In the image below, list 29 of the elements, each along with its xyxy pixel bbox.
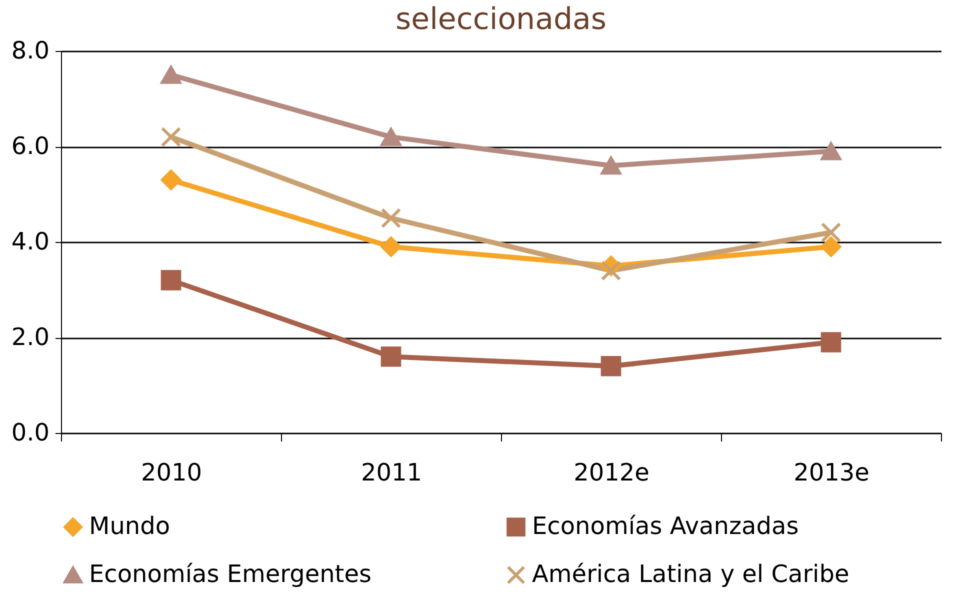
y-tick-label: 6.0 <box>11 132 50 160</box>
point <box>160 270 182 290</box>
point <box>600 156 622 175</box>
chart-title: seleccionadas <box>395 2 607 37</box>
y-tick-label: 2.0 <box>11 323 50 351</box>
point <box>380 346 402 367</box>
legend-label: América Latina y el Caribe <box>532 560 850 588</box>
legend-label: Economías Emergentes <box>89 560 372 588</box>
point <box>600 260 622 281</box>
point <box>160 66 182 84</box>
point <box>380 128 402 146</box>
point <box>380 208 402 228</box>
point <box>160 170 182 190</box>
point <box>160 126 182 148</box>
y-tick-label: 4.0 <box>11 228 50 256</box>
point <box>820 222 842 243</box>
x-tick-label: 2010 <box>140 458 202 486</box>
x-tick-label: 2011 <box>360 458 422 486</box>
point <box>820 142 842 160</box>
point <box>820 332 842 352</box>
legend-label: Economías Avanzadas <box>532 512 799 540</box>
point <box>820 236 842 257</box>
point <box>600 356 622 376</box>
x-tick-label: 2012e <box>574 458 650 486</box>
y-tick-label: 8.0 <box>11 36 50 64</box>
point <box>380 236 402 257</box>
legend-label: Mundo <box>89 512 170 540</box>
y-tick-label: 0.0 <box>11 418 50 446</box>
x-tick-label: 2013e <box>794 458 870 486</box>
